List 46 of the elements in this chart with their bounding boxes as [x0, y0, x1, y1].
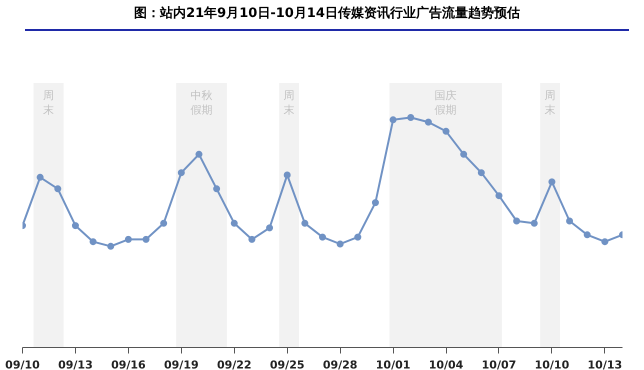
point: [248, 236, 256, 243]
point: [213, 185, 220, 192]
point: [442, 128, 450, 135]
point: [530, 220, 538, 227]
point: [478, 169, 485, 176]
point: [160, 220, 168, 227]
point: [301, 220, 308, 227]
x-tick-label: 09/16: [111, 358, 146, 370]
point: [195, 150, 202, 158]
x-tick-label: 09/13: [58, 358, 93, 370]
x-tick-label: 10/04: [428, 358, 464, 370]
chart-title: 图：站内21年9月10日-10月14日传媒资讯行业广告流量趋势预估: [25, 5, 629, 31]
point: [107, 242, 114, 250]
point: [407, 114, 414, 121]
point: [354, 234, 362, 241]
point: [424, 118, 432, 126]
point: [319, 234, 326, 241]
point: [142, 236, 150, 243]
point: [390, 116, 397, 124]
point: [584, 231, 591, 238]
point: [566, 218, 574, 224]
point: [548, 178, 556, 186]
point: [124, 236, 132, 243]
point: [495, 192, 502, 200]
point: [54, 185, 62, 192]
point: [336, 240, 344, 248]
point: [372, 199, 379, 206]
point: [460, 150, 468, 158]
point: [230, 220, 238, 227]
x-tick-label: 09/28: [322, 358, 358, 370]
x-tick-label: 10/01: [376, 358, 410, 370]
x-tick-label: 10/10: [534, 358, 570, 370]
x-tick-label: 10/07: [482, 358, 516, 370]
point: [266, 224, 274, 232]
x-tick-label: 10/13: [588, 358, 622, 370]
point: [284, 172, 291, 178]
x-tick-label: 09/25: [270, 358, 305, 370]
point: [513, 218, 520, 224]
x-tick-label: 09/19: [164, 358, 199, 370]
x-tick-label: 09/10: [5, 358, 40, 370]
point: [36, 174, 44, 181]
point: [72, 222, 79, 230]
point: [178, 169, 185, 176]
point: [90, 238, 97, 246]
x-tick-label: 09/22: [216, 358, 252, 370]
point: [601, 238, 608, 246]
